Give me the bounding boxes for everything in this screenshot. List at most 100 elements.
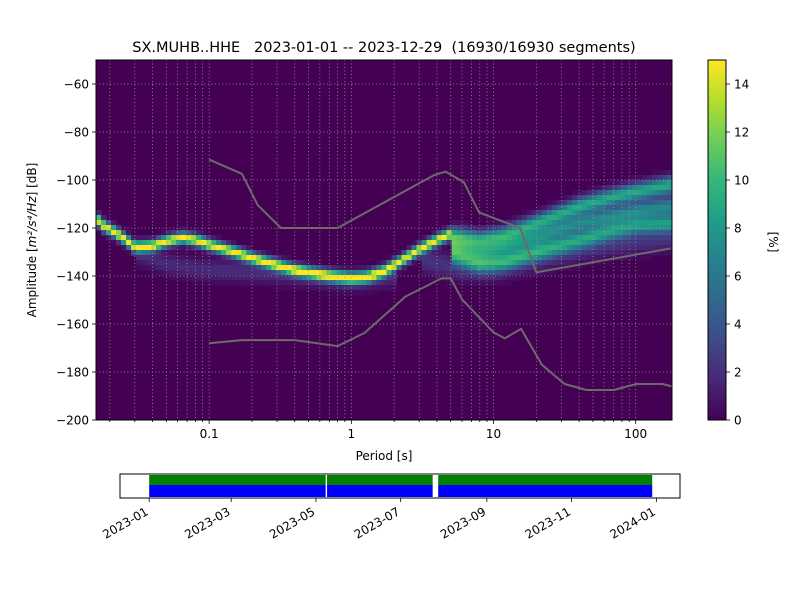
heatmap-cell xyxy=(446,225,453,231)
heatmap-cell xyxy=(461,270,468,276)
heatmap-cell xyxy=(646,210,653,216)
heatmap-cell xyxy=(261,250,267,256)
heatmap-cell xyxy=(271,285,277,291)
x-tick-label: 1 xyxy=(348,427,356,441)
heatmap-cell xyxy=(476,225,483,231)
heatmap-cell xyxy=(451,230,458,236)
heatmap-cell xyxy=(446,280,453,286)
heatmap-cell xyxy=(346,265,353,271)
heatmap-cell xyxy=(526,275,533,281)
heatmap-cell xyxy=(501,265,508,271)
heatmap-cell xyxy=(556,250,563,256)
heatmap-cell xyxy=(191,255,197,261)
heatmap-cell xyxy=(616,215,623,221)
heatmap-cell xyxy=(431,275,438,281)
heatmap-cell xyxy=(606,250,613,256)
heatmap-cell xyxy=(181,275,187,281)
heatmap-cell xyxy=(526,230,533,236)
heatmap-cell xyxy=(626,230,633,236)
heatmap-cell xyxy=(141,255,147,261)
heatmap-cell xyxy=(431,255,438,261)
heatmap-cell xyxy=(356,290,363,296)
heatmap-cell xyxy=(196,240,202,246)
heatmap-cell xyxy=(506,215,513,221)
heatmap-cell xyxy=(256,280,262,286)
heatmap-cell xyxy=(656,240,663,246)
x-axis-label: Period [s] xyxy=(356,449,413,463)
heatmap-cell xyxy=(446,270,453,276)
heatmap-cell xyxy=(351,285,358,291)
heatmap-cell xyxy=(501,245,508,251)
heatmap-cell xyxy=(566,265,573,271)
heatmap-cell xyxy=(456,265,463,271)
heatmap-cell xyxy=(631,180,638,186)
heatmap-cell xyxy=(556,215,563,221)
heatmap-cell xyxy=(666,220,672,226)
heatmap-cell xyxy=(641,175,648,181)
heatmap-cell xyxy=(551,255,558,261)
heatmap-cell xyxy=(471,275,478,281)
grid-lines xyxy=(96,60,672,420)
heatmap-cell xyxy=(226,250,232,256)
heatmap-cell xyxy=(116,230,122,236)
heatmap-cell xyxy=(121,230,127,236)
heatmap-cell xyxy=(576,260,583,266)
heatmap-cell xyxy=(236,270,242,276)
heatmap-cell xyxy=(601,185,608,191)
heatmap-cell xyxy=(161,270,167,276)
heatmap-cell xyxy=(576,255,583,261)
heatmap-cell xyxy=(291,275,297,281)
heatmap-cell xyxy=(326,280,333,286)
heatmap-cell xyxy=(666,195,672,201)
heatmap-cell xyxy=(311,265,317,271)
heatmap-cell xyxy=(546,265,553,271)
heatmap-cell xyxy=(626,245,633,251)
heatmap-cell xyxy=(486,260,493,266)
heatmap-cell xyxy=(546,255,553,261)
heatmap-cell xyxy=(661,195,668,201)
heatmap-cell xyxy=(591,215,598,221)
heatmap-cell xyxy=(451,240,458,246)
heatmap-cell xyxy=(181,245,187,251)
heatmap-cell xyxy=(231,255,237,261)
heatmap-cell xyxy=(576,215,583,221)
heatmap-cell xyxy=(431,235,438,241)
heatmap-cell xyxy=(586,205,593,211)
heatmap-cell xyxy=(646,215,653,221)
heatmap-cell xyxy=(436,260,443,266)
heatmap-cell xyxy=(456,235,463,241)
heatmap-cell xyxy=(511,275,518,281)
heatmap-cell xyxy=(151,255,157,261)
y-axis-label-tail: ] [dB] xyxy=(25,163,39,197)
heatmap-cell xyxy=(636,230,643,236)
heatmap-cell xyxy=(576,210,583,216)
heatmap-cell xyxy=(446,245,453,251)
heatmap-cell xyxy=(666,250,672,256)
heatmap-cell xyxy=(481,235,488,241)
heatmap-cell xyxy=(206,270,212,276)
heatmap-cell xyxy=(561,215,568,221)
heatmap-cell xyxy=(291,270,297,276)
heatmap-cell xyxy=(221,275,227,281)
heatmap-cell xyxy=(551,215,558,221)
heatmap-cell xyxy=(511,225,518,231)
heatmap-cell xyxy=(231,270,237,276)
heatmap-cell xyxy=(516,235,523,241)
heatmap-cell xyxy=(521,275,528,281)
heatmap-cell xyxy=(351,265,358,271)
heatmap-cell xyxy=(361,265,368,271)
heatmap-cell xyxy=(631,245,638,251)
heatmap-cell xyxy=(166,240,172,246)
heatmap-cell xyxy=(491,260,498,266)
heatmap-cell xyxy=(281,260,287,266)
heatmap-cell xyxy=(461,240,468,246)
heatmap-cell xyxy=(471,280,478,286)
heatmap-cell xyxy=(481,280,488,286)
heatmap-cell xyxy=(526,240,533,246)
heatmap-cell xyxy=(331,275,338,281)
heatmap-cell xyxy=(651,240,658,246)
heatmap-cell xyxy=(486,245,493,251)
heatmap-cell xyxy=(661,190,668,196)
heatmap-cell xyxy=(381,285,388,291)
heatmap-cell xyxy=(216,255,222,261)
